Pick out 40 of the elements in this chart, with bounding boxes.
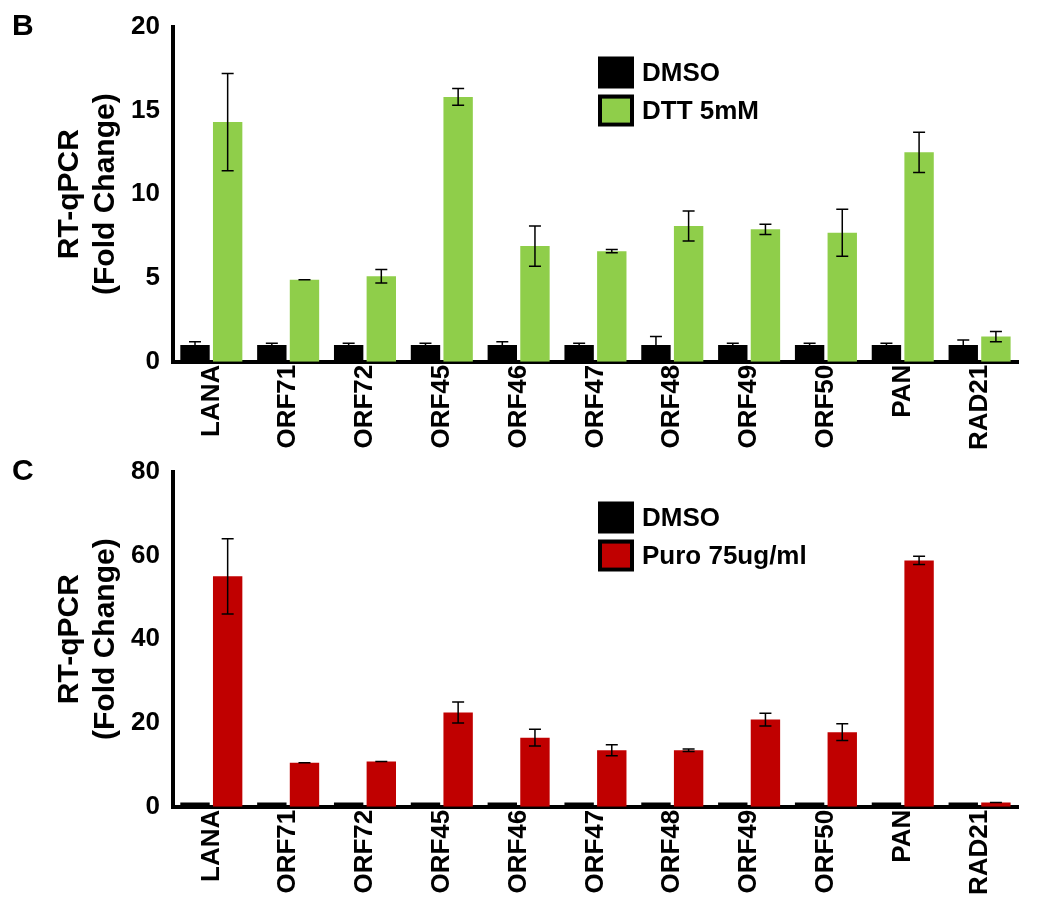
x-tick-label: ORF48 [655,809,686,894]
x-tick-label: LANA [194,364,225,437]
y-axis-title: RT-qPCR (Fold Change) [51,538,121,740]
text: B [12,8,34,42]
x-tick-label: ORF72 [348,364,379,449]
y-tick-label: 15 [131,93,160,124]
legend-label: DTT 5mM [642,94,759,125]
legend-label: DMSO [642,501,720,532]
legend-label: DMSO [642,56,720,87]
x-tick-label: ORF46 [501,809,532,894]
x-tick-label: ORF71 [271,364,302,449]
x-tick-label: ORF72 [348,809,379,894]
y-tick-label: 0 [145,789,160,820]
x-tick-label: ORF50 [809,364,840,449]
x-tick-label: ORF47 [578,364,609,449]
x-tick-label: PAN [885,364,916,418]
x-tick-label: LANA [194,809,225,882]
x-tick-label: ORF45 [424,364,455,449]
y-tick-label: 20 [131,9,160,40]
x-tick-label: ORF47 [578,809,609,894]
y-tick-label: 0 [145,344,160,375]
y-tick-label: 10 [131,177,160,208]
x-tick-label: PAN [885,809,916,863]
x-tick-label: ORF49 [732,809,763,894]
y-tick-label: 60 [131,538,160,569]
x-tick-label: ORF50 [809,809,840,894]
x-tick-label: ORF48 [655,364,686,449]
x-tick-label: RAD21 [962,809,993,895]
y-tick-label: 20 [131,706,160,737]
legend-label: Puro 75ug/ml [642,539,807,570]
y-tick-label: 5 [145,261,160,292]
text: C [12,453,34,487]
y-tick-label: 40 [131,622,160,653]
x-tick-label: RAD21 [962,364,993,450]
y-tick-label: 80 [131,454,160,485]
x-tick-label: ORF71 [271,809,302,894]
x-tick-label: ORF46 [501,364,532,449]
x-tick-label: ORF45 [424,809,455,894]
x-tick-label: ORF49 [732,364,763,449]
y-axis-title: RT-qPCR (Fold Change) [51,93,121,295]
